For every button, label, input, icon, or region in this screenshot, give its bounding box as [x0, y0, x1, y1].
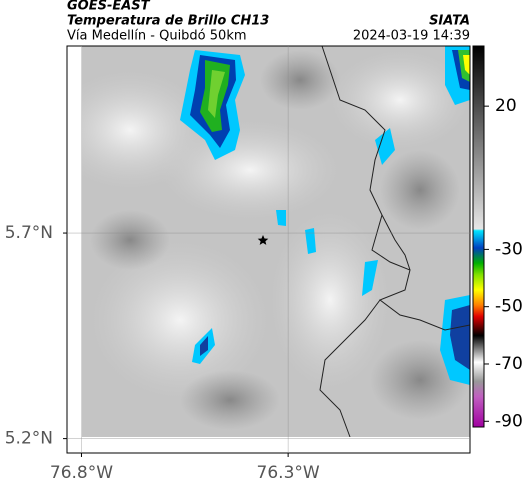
lat-tick-label: 5.7°N	[5, 223, 53, 243]
lat-tick-label: 5.2°N	[5, 429, 53, 449]
product: Temperatura de Brillo CH13	[67, 14, 269, 29]
datetime: 2024-03-19 14:39	[353, 29, 470, 44]
colorbar-tick-label: -90	[495, 411, 523, 431]
colorbar-tick-label: 20	[495, 96, 517, 116]
colorbar-tick-label: -70	[495, 354, 523, 374]
satellite-image	[82, 46, 470, 437]
colorbar-tick-label: -50	[495, 297, 523, 317]
route: Vía Medellín - Quibdó 50km	[67, 29, 247, 44]
lon-tick-label: 76.3°W	[257, 463, 320, 483]
colorbar-tick-label: -30	[495, 239, 523, 259]
location-marker	[257, 235, 269, 245]
source: GOES-EAST	[67, 0, 151, 14]
lon-tick-label: 76.8°W	[50, 463, 113, 483]
colorbar	[472, 45, 485, 428]
agency: SIATA	[429, 14, 470, 29]
map-frame	[66, 45, 471, 454]
